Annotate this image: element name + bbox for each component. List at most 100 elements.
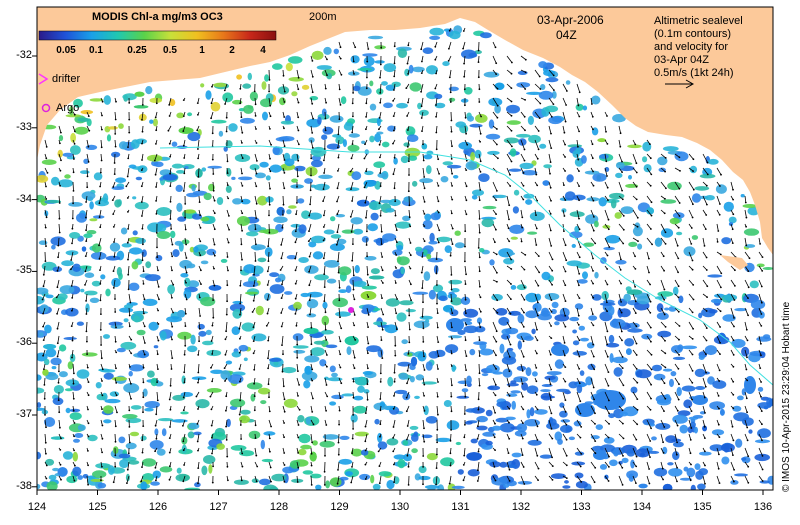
- velocity-arrow-head: [409, 226, 411, 228]
- velocity-arrow-head: [538, 272, 540, 274]
- velocity-arrow-head: [761, 423, 763, 425]
- chlorophyll-patch: [82, 352, 98, 356]
- velocity-arrow-head: [620, 259, 622, 261]
- velocity-arrow-head: [143, 382, 145, 384]
- chlorophyll-patch: [411, 434, 419, 442]
- velocity-arrow-head: [185, 282, 187, 284]
- chlorophyll-patch: [74, 433, 83, 438]
- velocity-arrow-head: [536, 329, 538, 331]
- velocity-arrow-head: [593, 230, 595, 232]
- chlorophyll-patch: [641, 334, 652, 340]
- velocity-arrow-head: [464, 104, 466, 106]
- velocity-arrow-head: [256, 481, 258, 483]
- chlorophyll-patch: [452, 486, 465, 489]
- velocity-arrow-head: [367, 352, 369, 354]
- velocity-arrow-head: [212, 317, 214, 319]
- velocity-arrow-head: [732, 407, 734, 409]
- chlorophyll-patch: [585, 171, 600, 175]
- velocity-arrow-head: [497, 105, 499, 107]
- velocity-arrow-head: [720, 174, 722, 176]
- velocity-arrow-head: [580, 453, 582, 455]
- velocity-arrow-head: [309, 299, 311, 301]
- velocity-arrow-head: [478, 409, 480, 411]
- chlorophyll-patch: [426, 165, 432, 174]
- chlorophyll-patch: [281, 121, 294, 125]
- velocity-arrow-head: [379, 172, 381, 174]
- chlorophyll-patch: [426, 361, 433, 370]
- chlorophyll-patch: [286, 209, 291, 214]
- velocity-arrow-head: [579, 91, 581, 93]
- velocity-arrow-head: [623, 229, 625, 231]
- velocity-arrow-head: [353, 275, 355, 277]
- chlorophyll-patch: [573, 340, 579, 345]
- velocity-arrow-head: [522, 438, 524, 440]
- velocity-arrow-head: [351, 158, 353, 160]
- velocity-arrow-head: [340, 46, 342, 48]
- velocity-arrow-head: [566, 455, 568, 457]
- chlorophyll-patch: [465, 408, 477, 412]
- x-tick-label: 124: [17, 501, 57, 513]
- velocity-arrow: [269, 70, 270, 80]
- chlorophyll-patch: [741, 194, 745, 197]
- chlorophyll-patch: [134, 105, 149, 108]
- velocity-arrow-head: [733, 339, 735, 341]
- chlorophyll-patch: [469, 349, 475, 355]
- chlorophyll-patch: [626, 348, 632, 355]
- velocity-arrow-head: [550, 230, 552, 232]
- velocity-arrow-head: [214, 244, 216, 246]
- velocity-arrow-head: [466, 144, 468, 146]
- velocity-arrow-head: [74, 480, 76, 482]
- velocity-arrow-head: [392, 437, 394, 439]
- chlorophyll-patch: [528, 116, 534, 125]
- velocity-arrow-head: [537, 339, 539, 341]
- velocity-arrow-head: [86, 186, 88, 188]
- velocity-arrow-head: [605, 160, 607, 162]
- chlorophyll-patch: [65, 388, 73, 391]
- velocity-arrow-head: [720, 298, 722, 300]
- chlorophyll-patch: [226, 186, 232, 193]
- velocity-arrow-head: [214, 212, 216, 214]
- velocity-arrow-head: [113, 226, 115, 228]
- velocity-arrow-head: [564, 366, 566, 368]
- velocity-arrow-head: [510, 327, 512, 329]
- velocity-arrow-head: [171, 297, 173, 299]
- velocity-arrow-head: [479, 218, 481, 220]
- velocity-arrow-head: [623, 438, 625, 440]
- velocity-arrow-head: [538, 130, 540, 132]
- velocity-arrow-head: [720, 272, 722, 274]
- velocity-arrow-head: [761, 270, 763, 272]
- velocity-arrow-head: [421, 256, 423, 258]
- chlorophyll-patch: [157, 231, 171, 239]
- velocity-arrow-head: [578, 315, 580, 317]
- velocity-arrow-head: [227, 198, 229, 200]
- velocity-arrow-head: [338, 454, 340, 456]
- velocity-arrow-head: [211, 409, 213, 411]
- velocity-arrow-head: [74, 465, 76, 467]
- velocity-arrow-head: [196, 129, 198, 131]
- velocity-arrow-head: [130, 352, 132, 354]
- chlorophyll-patch: [349, 133, 360, 137]
- velocity-arrow-head: [508, 422, 510, 424]
- velocity-arrow-head: [564, 156, 566, 158]
- velocity-arrow-head: [580, 426, 582, 428]
- chlorophyll-patch: [530, 407, 535, 416]
- velocity-arrow-head: [676, 454, 678, 456]
- chlorophyll-patch: [298, 449, 307, 455]
- velocity-arrow-head: [664, 382, 666, 384]
- chlorophyll-patch: [351, 171, 361, 180]
- chlorophyll-patch: [381, 81, 388, 86]
- velocity-arrow-head: [88, 436, 90, 438]
- chlorophyll-patch: [583, 106, 587, 111]
- chlorophyll-patch: [498, 317, 509, 326]
- velocity-arrow-head: [566, 424, 568, 426]
- velocity-arrow-head: [226, 284, 228, 286]
- velocity-arrow-head: [311, 484, 313, 486]
- velocity-arrow-head: [308, 240, 310, 242]
- velocity-arrow-head: [438, 200, 440, 202]
- velocity-arrow-head: [130, 383, 132, 385]
- chlorophyll-patch: [73, 439, 80, 443]
- velocity-arrow-head: [326, 396, 328, 398]
- chlorophyll-patch: [236, 74, 242, 79]
- velocity-arrow-head: [692, 354, 694, 356]
